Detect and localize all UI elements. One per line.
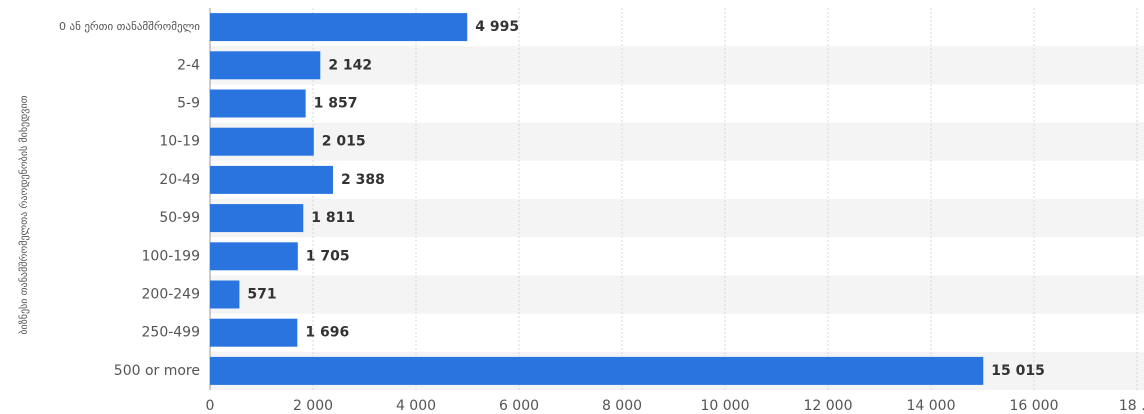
x-tick-label: 0 (206, 398, 215, 414)
y-tick-label: 500 or more (114, 363, 200, 379)
y-tick-label: 20-49 (159, 172, 200, 188)
x-tick-label: 14 000 (907, 398, 956, 414)
row-band (210, 46, 1144, 85)
bar (210, 165, 333, 194)
y-tick-label: 2-4 (177, 57, 200, 73)
value-label: 2 142 (328, 57, 372, 73)
x-tick-label: 16 000 (1010, 398, 1059, 414)
y-tick-label: 100-199 (142, 248, 201, 264)
y-axis-label: ბიზნესი თანამშრომელთა რაოდენობის მიხედვი… (18, 95, 30, 334)
y-tick-label: 0 ან ერთი თანამშრომელი (59, 20, 200, 33)
y-tick-label: 50-99 (159, 210, 200, 226)
value-label: 1 811 (311, 210, 355, 226)
x-tick-label: 10 000 (701, 398, 750, 414)
value-label: 1 857 (314, 96, 358, 112)
row-band (210, 122, 1144, 161)
y-tick-label: 5-9 (177, 96, 200, 112)
bar (210, 242, 298, 271)
value-label: 571 (247, 287, 276, 303)
bar (210, 280, 240, 309)
value-label: 2 388 (341, 172, 385, 188)
bar (210, 204, 304, 233)
value-label: 2 015 (322, 134, 366, 150)
value-label: 1 705 (306, 248, 350, 264)
bar (210, 127, 314, 156)
x-tick-label: 8 000 (602, 398, 642, 414)
value-label: 1 696 (305, 325, 349, 341)
y-tick-label: 200-249 (142, 287, 201, 303)
row-band (210, 199, 1144, 238)
bar (210, 13, 468, 42)
bar (210, 89, 306, 118)
row-band (210, 275, 1144, 314)
value-label: 15 015 (991, 363, 1045, 379)
bar (210, 51, 321, 80)
x-tick-label: 2 000 (293, 398, 333, 414)
x-tick-label: 4 000 (396, 398, 436, 414)
x-tick-label: 6 000 (499, 398, 539, 414)
bar (210, 318, 298, 347)
y-tick-label: 250-499 (142, 325, 201, 341)
x-tick-label: 18 … (1119, 398, 1144, 414)
value-label: 4 995 (475, 19, 519, 35)
y-tick-label: 10-19 (159, 134, 200, 150)
x-tick-label: 12 000 (804, 398, 853, 414)
bar (210, 356, 984, 385)
